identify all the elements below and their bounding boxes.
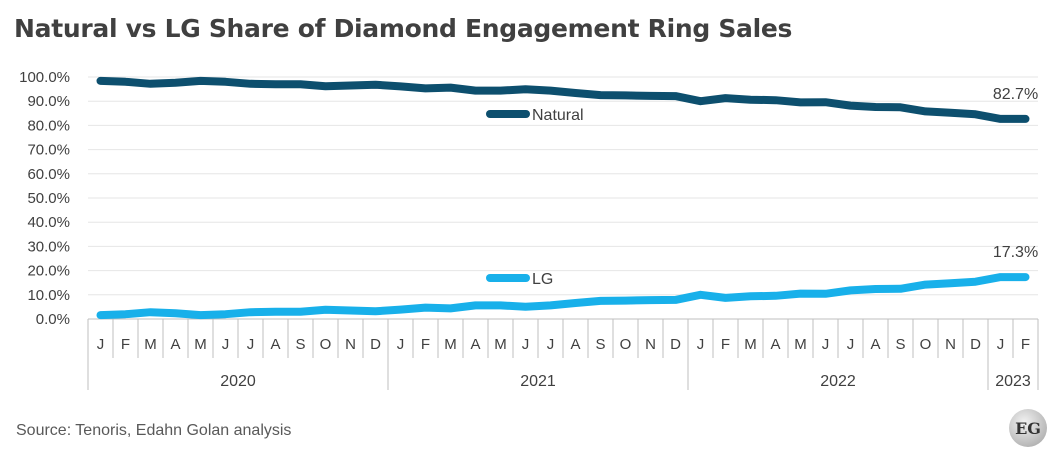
x-tick-label: O	[620, 336, 632, 353]
x-tick-label: J	[997, 336, 1005, 353]
year-label: 2023	[995, 373, 1031, 390]
y-axis: 0.0% 10.0% 20.0% 30.0% 40.0% 50.0% 60.0% 70.0% 8…	[19, 69, 70, 328]
x-tick-label: F	[721, 336, 730, 353]
x-tick-label: S	[895, 336, 905, 353]
y-tick-label: 90.0%	[27, 93, 70, 110]
legend-label-natural: Natural	[532, 107, 584, 124]
x-tick-label: M	[794, 336, 807, 353]
year-label: 2021	[520, 373, 556, 390]
y-tick-label: 30.0%	[27, 238, 70, 255]
x-tick-label: A	[770, 336, 780, 353]
y-tick-label: 0.0%	[36, 311, 70, 328]
data-label-natural: 82.7%	[993, 86, 1038, 103]
y-tick-label: 50.0%	[27, 190, 70, 207]
legend: Natural LG	[486, 107, 584, 288]
x-tick-label: J	[822, 336, 830, 353]
x-tick-label: F	[1021, 336, 1030, 353]
eg-logo: EG	[1009, 409, 1047, 447]
x-tick-label: D	[670, 336, 681, 353]
legend-label-lg: LG	[532, 271, 553, 288]
series-line-lg	[96, 273, 1030, 320]
x-tick-label: S	[295, 336, 305, 353]
x-tick-label: A	[870, 336, 880, 353]
y-tick-label: 70.0%	[27, 142, 70, 159]
chart-title: Natural vs LG Share of Diamond Engagemen…	[14, 14, 793, 43]
year-label: 2020	[220, 373, 256, 390]
x-tick-label: M	[144, 336, 157, 353]
x-tick-label: J	[547, 336, 555, 353]
y-tick-label: 40.0%	[27, 214, 70, 231]
x-tick-label: F	[421, 336, 430, 353]
x-tick-label: J	[847, 336, 855, 353]
x-tick-label: D	[370, 336, 381, 353]
source-note: Source: Tenoris, Edahn Golan analysis	[16, 422, 292, 439]
series-lines	[96, 76, 1030, 320]
y-tick-label: 20.0%	[27, 263, 70, 280]
x-tick-label: J	[247, 336, 255, 353]
year-label: 2022	[820, 373, 856, 390]
y-tick-label: 100.0%	[19, 69, 70, 86]
y-tick-label: 60.0%	[27, 166, 70, 183]
x-tick-label: A	[270, 336, 280, 353]
y-tick-label: 80.0%	[27, 117, 70, 134]
data-labels: 82.7% 17.3%	[993, 86, 1038, 261]
x-tick-label: J	[522, 336, 530, 353]
x-tick-label: O	[320, 336, 332, 353]
x-tick-label: A	[470, 336, 480, 353]
x-tick-label: J	[697, 336, 705, 353]
x-tick-label: M	[194, 336, 207, 353]
x-tick-label: M	[744, 336, 757, 353]
series-line-natural	[96, 76, 1030, 123]
x-tick-label: S	[595, 336, 605, 353]
y-tick-label: 10.0%	[27, 287, 70, 304]
x-tick-label: J	[222, 336, 230, 353]
x-tick-label: J	[397, 336, 405, 353]
x-tick-label: J	[97, 336, 105, 353]
x-tick-label: N	[645, 336, 656, 353]
x-tick-label: N	[345, 336, 356, 353]
x-tick-label: M	[494, 336, 507, 353]
x-tick-label: O	[920, 336, 932, 353]
x-tick-label: D	[970, 336, 981, 353]
x-tick-label: A	[170, 336, 180, 353]
data-label-lg: 17.3%	[993, 244, 1038, 261]
gridlines	[88, 76, 1038, 296]
x-tick-label: M	[444, 336, 457, 353]
x-tick-label: A	[570, 336, 580, 353]
x-tick-label: N	[945, 336, 956, 353]
x-axis: J F M A M J J A S O N D J F M A M J J A S O N D J F M A M J J A S O N D J F20…	[87, 318, 1039, 390]
x-tick-label: F	[121, 336, 130, 353]
